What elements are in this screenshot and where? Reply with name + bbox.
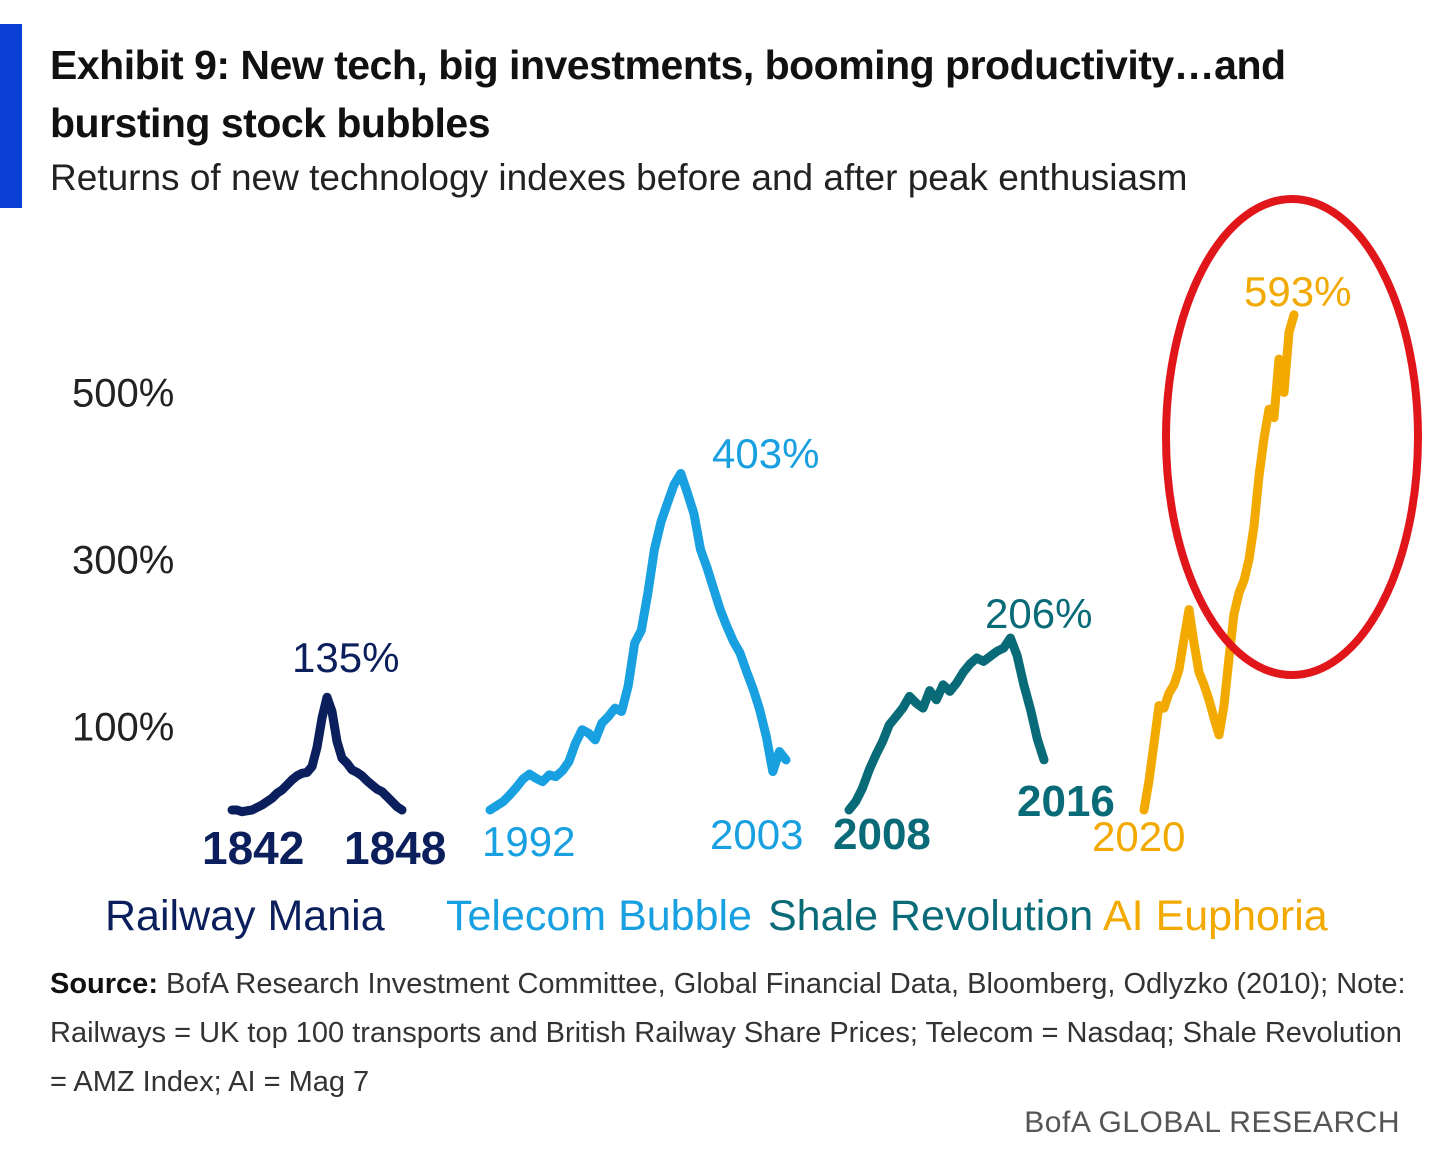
y-tick-label-500: 500% [72,372,174,416]
source-text: BofA Research Investment Committee, Glob… [50,968,1406,1098]
y-tick-label-100: 100% [72,706,174,750]
start-year-label-shale-revolution: 2008 [833,810,931,859]
accent-bar [0,24,22,208]
y-axis: 100% 300% 500% [72,372,174,750]
chart-title: Exhibit 9: New tech, big investments, bo… [50,42,1286,146]
end-year-label-telecom-bubble: 2003 [710,811,803,858]
start-year-label-railway-mania: 1842 [202,822,304,874]
peak-label-ai-euphoria: 593% [1244,268,1351,315]
series-line-telecom-bubble [485,469,791,815]
start-year-label-telecom-bubble: 1992 [482,818,575,865]
series-line-shale-revolution [844,633,1049,815]
highlight-ellipse [1162,195,1422,679]
label-layer: 135% 1842 1848 Railway Mania 403% 1992 2003 Tel… [105,268,1351,940]
chart-subtitle: Returns of new technology indexes before… [50,157,1188,198]
series-name-shale-revolution: Shale Revolution [768,892,1093,940]
brand-label: BofA GLOBAL RESEARCH [1024,1106,1400,1139]
series-line-railway-mania [227,692,407,817]
series-name-railway-mania: Railway Mania [105,892,385,940]
series-layer [227,310,1299,817]
series-name-telecom-bubble: Telecom Bubble [446,892,752,940]
series-name-ai-euphoria: AI Euphoria [1103,892,1328,940]
end-year-label-shale-revolution: 2016 [1017,777,1115,826]
source-label: Source: [50,968,158,1000]
series-line-ai-euphoria [1139,310,1299,815]
source-note: Source: BofA Research Investment Committ… [50,960,1410,1107]
annotation-layer [1162,195,1422,679]
end-year-label-railway-mania: 1848 [344,822,446,874]
peak-label-telecom-bubble: 403% [712,430,819,477]
peak-label-railway-mania: 135% [292,634,399,681]
peak-label-shale-revolution: 206% [985,590,1092,637]
y-tick-label-300: 300% [72,539,174,583]
start-year-label-ai-euphoria: 2020 [1092,813,1185,860]
